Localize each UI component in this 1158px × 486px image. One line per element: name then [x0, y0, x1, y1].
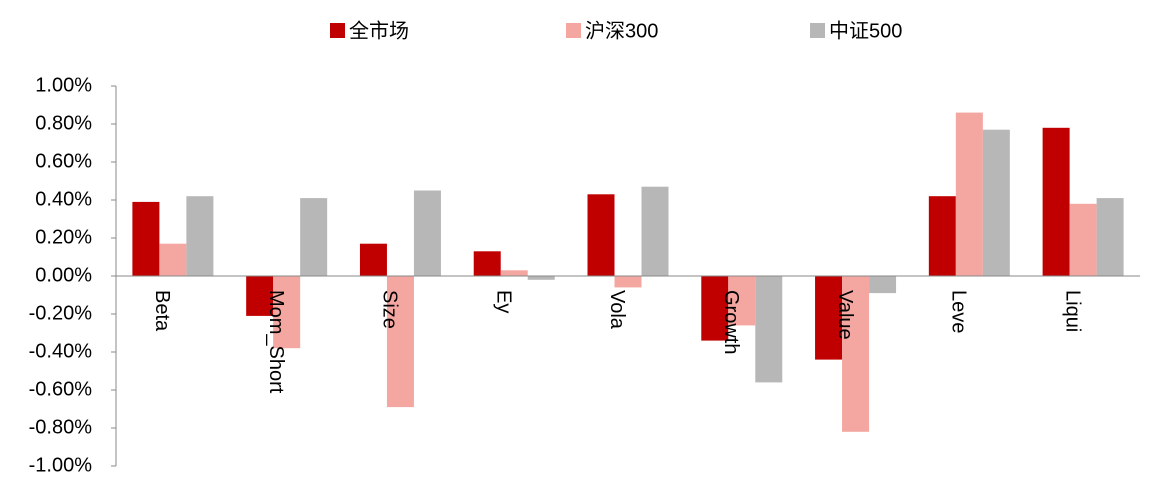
bar: [641, 186, 669, 276]
bar: [359, 243, 387, 276]
y-tick-label: -0.20%: [29, 302, 93, 324]
bar: [701, 276, 729, 341]
bar: [186, 196, 214, 276]
y-tick-label: -0.40%: [29, 340, 93, 362]
y-tick-label: -0.80%: [29, 416, 93, 438]
x-tick-label: Liqui: [1061, 290, 1083, 332]
bar: [982, 129, 1010, 276]
bar: [614, 276, 642, 288]
bar: [755, 276, 783, 383]
bar: [1069, 203, 1097, 276]
bar: [1042, 127, 1070, 276]
bar: [473, 251, 501, 276]
bar: [842, 276, 870, 432]
y-tick-label: -0.60%: [29, 378, 93, 400]
x-tick-label: Mom_Short: [265, 290, 287, 394]
y-tick-label: 0.40%: [35, 188, 92, 210]
bar: [273, 276, 301, 349]
y-tick-label: -1.00%: [29, 454, 93, 476]
x-tick-label: Vola: [606, 290, 628, 330]
x-tick-label: Value: [834, 290, 856, 340]
x-tick-label: Size: [379, 290, 401, 329]
x-tick-label: Beta: [151, 290, 173, 332]
legend-swatch: [810, 23, 825, 38]
legend-swatch: [330, 23, 345, 38]
bar: [815, 276, 843, 360]
bar: [300, 198, 328, 276]
x-tick-label: Growth: [720, 290, 742, 354]
bar: [928, 196, 956, 276]
y-tick-label: 0.80%: [35, 112, 92, 134]
bar: [587, 194, 615, 276]
bar: [955, 112, 983, 276]
bar: [386, 276, 414, 408]
legend-swatch: [566, 23, 581, 38]
bar: [869, 276, 897, 294]
bar: [728, 276, 756, 326]
bar: [246, 276, 274, 316]
bar: [527, 276, 555, 280]
x-tick-label: Leve: [948, 290, 970, 333]
bar: [413, 190, 441, 276]
bar: [132, 201, 160, 276]
y-tick-label: 1.00%: [35, 74, 92, 96]
y-tick-label: 0.20%: [35, 226, 92, 248]
bar: [1096, 198, 1124, 276]
legend-label: 全市场: [349, 19, 409, 42]
y-tick-label: 0.60%: [35, 150, 92, 172]
x-tick-label: Ey: [492, 290, 514, 313]
y-tick-label: 0.00%: [35, 264, 92, 286]
bar: [159, 243, 187, 276]
legend-label: 沪深300: [585, 19, 658, 42]
bar: [500, 270, 528, 276]
legend-label: 中证500: [829, 19, 902, 42]
